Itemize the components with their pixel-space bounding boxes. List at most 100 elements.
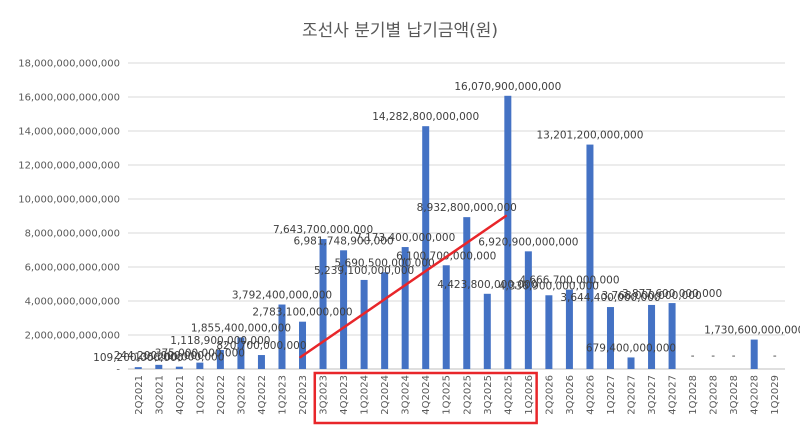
data-label: 5,239,100,000,000	[314, 265, 414, 277]
gridlines	[128, 62, 785, 370]
y-tick-label: 4,000,000,000,000	[25, 297, 120, 308]
bar	[299, 321, 307, 369]
x-tick-label: 4Q2021	[175, 375, 186, 415]
data-label: 6,920,900,000,000	[478, 236, 578, 248]
data-label: 244,200,000,000	[114, 350, 204, 362]
bar	[175, 366, 183, 369]
bar-series	[134, 95, 758, 369]
x-tick-label: 4Q2022	[257, 375, 268, 415]
x-tick-label: 1Q2024	[360, 375, 371, 415]
data-label: 4,423,800,000,000	[437, 279, 537, 291]
bar	[606, 307, 614, 369]
data-label: 1,118,900,000,000	[170, 335, 270, 347]
bar	[483, 293, 491, 369]
data-label: 4,336,900,000,000	[499, 280, 599, 292]
x-tick-label: 1Q2023	[277, 375, 288, 415]
y-tick-label: 6,000,000,000,000	[25, 263, 120, 274]
data-label: 375,000,000,000	[155, 348, 245, 360]
data-label: 3,877,600,000,000	[622, 288, 722, 300]
bar	[442, 265, 450, 369]
data-label: 3,644,400,000,000	[560, 292, 660, 304]
data-label: -	[732, 350, 736, 362]
x-tick-label: 1Q2027	[606, 375, 617, 415]
data-label: 14,282,800,000,000	[372, 111, 479, 123]
y-tick-label: 18,000,000,000,000	[18, 59, 120, 70]
bar	[340, 250, 348, 369]
bar	[545, 295, 553, 369]
x-tick-label: 2Q2023	[298, 375, 309, 415]
bar	[668, 303, 676, 369]
data-labels: 109,200,000,000244,200,000,000135,200,00…	[93, 81, 800, 364]
data-label: 135,200,000,000	[134, 352, 224, 364]
data-label: 3,768,000,000,000	[601, 290, 701, 302]
x-tick-label: 4Q2023	[339, 375, 350, 415]
y-tick-label: 12,000,000,000,000	[18, 161, 120, 172]
x-tick-label: 3Q2022	[236, 375, 247, 415]
x-tick-label: 2Q2027	[627, 375, 638, 415]
x-tick-label: 2Q2025	[462, 375, 473, 415]
bar	[750, 339, 758, 369]
x-tick-label: 4Q2027	[668, 375, 679, 415]
x-tick-label: 3Q2026	[565, 375, 576, 415]
bar	[257, 355, 265, 369]
bar	[381, 272, 389, 369]
bar	[401, 247, 409, 369]
y-tick-label: 2,000,000,000,000	[25, 331, 120, 342]
y-tick-label: 16,000,000,000,000	[18, 93, 120, 104]
x-tick-label: 3Q2028	[729, 375, 740, 415]
data-label: 4,666,700,000,000	[519, 275, 619, 287]
bar	[360, 279, 368, 369]
data-label: -	[773, 350, 777, 362]
data-label: 8,932,800,000,000	[417, 202, 517, 214]
bar	[237, 337, 245, 369]
bar	[586, 144, 594, 369]
bar	[463, 217, 471, 369]
highlight-box	[313, 371, 538, 425]
x-axis: 2Q2021 3Q2021 4Q2021 1Q2022 2Q2022 3Q2022 4Q20…	[134, 375, 781, 415]
data-label: 1,855,400,000,000	[191, 322, 291, 334]
x-tick-label: 2Q2026	[544, 375, 555, 415]
data-label: 1,730,600,000,000	[704, 325, 800, 337]
data-label: 7,173,400,000,000	[355, 232, 455, 244]
bar	[504, 95, 512, 369]
data-label: 2,783,100,000,000	[252, 307, 352, 319]
data-label: 13,201,200,000,000	[537, 130, 644, 142]
y-tick-label: 14,000,000,000,000	[18, 127, 120, 138]
x-tick-label: 1Q2022	[195, 375, 206, 415]
bar	[319, 239, 327, 369]
bar	[565, 289, 573, 369]
chart-title: 조선사 분기별 납기금액(원)	[302, 21, 498, 41]
x-tick-label: 1Q2025	[442, 375, 453, 415]
x-tick-label: 4Q2025	[503, 375, 514, 415]
data-label: -	[691, 350, 695, 362]
x-tick-label: 3Q2021	[154, 375, 165, 415]
bar	[422, 126, 430, 369]
y-tick-label: 10,000,000,000,000	[18, 195, 120, 206]
data-label: 109,200,000,000	[93, 352, 183, 364]
x-tick-label: 3Q2027	[647, 375, 658, 415]
x-tick-label: 3Q2023	[319, 375, 330, 415]
x-tick-label: 4Q2028	[750, 375, 761, 415]
x-tick-label: 1Q2028	[688, 375, 699, 415]
x-tick-label: 3Q2025	[483, 375, 494, 415]
x-tick-label: 1Q2026	[524, 375, 535, 415]
trend-line	[299, 214, 508, 359]
bar	[134, 367, 142, 369]
x-tick-label: 4Q2024	[421, 375, 432, 415]
bar	[196, 362, 204, 369]
data-label: 820,700,000,000	[216, 340, 306, 352]
x-tick-label: 3Q2024	[401, 375, 412, 415]
y-tick-label: -	[116, 365, 120, 376]
data-label: 16,070,900,000,000	[454, 81, 561, 93]
annotations	[299, 214, 538, 425]
data-label: 679,400,000,000	[586, 342, 676, 354]
bar	[627, 357, 635, 369]
bar	[648, 304, 656, 369]
data-label: -	[711, 350, 715, 362]
x-tick-label: 2Q2024	[380, 375, 391, 415]
x-tick-label: 2Q2021	[134, 375, 145, 415]
bar	[216, 349, 224, 369]
x-tick-label: 1Q2029	[770, 375, 781, 415]
